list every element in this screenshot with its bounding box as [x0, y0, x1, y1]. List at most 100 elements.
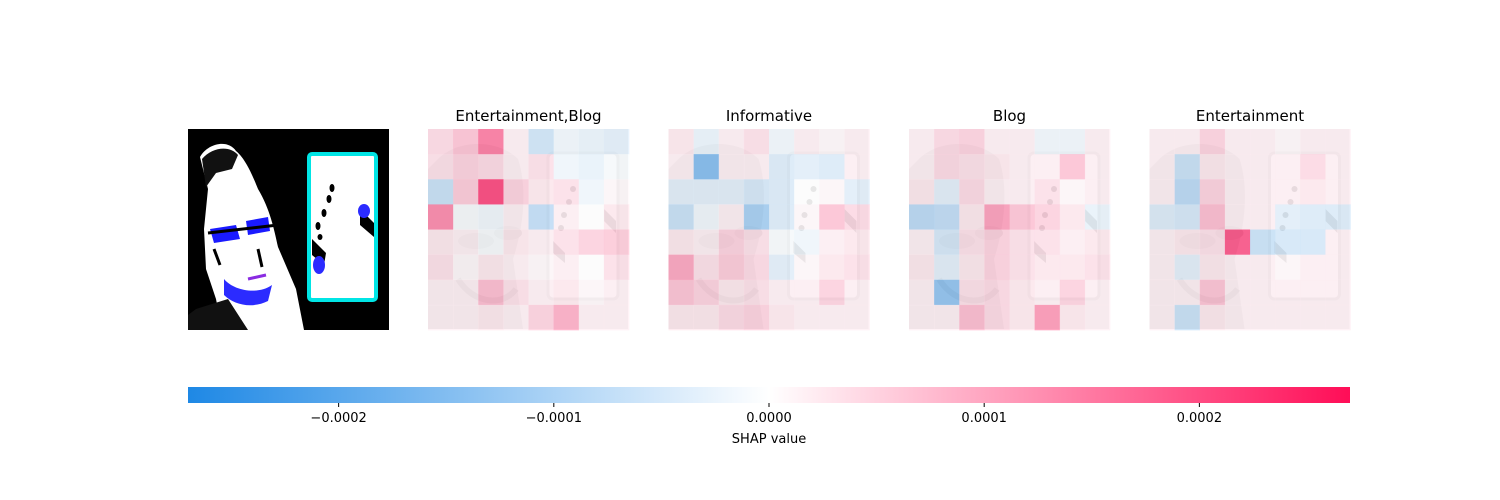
- heatmap-cell: [478, 279, 504, 306]
- panel-title: Informative: [726, 107, 812, 125]
- heatmap-cell: [428, 179, 454, 205]
- heatmap-cell: [478, 229, 504, 255]
- heatmap-cell: [453, 279, 479, 306]
- heatmap-cell: [668, 279, 694, 306]
- heatmap-cell: [1034, 229, 1061, 255]
- heatmap-cell: [1199, 129, 1226, 155]
- heatmap-cell: [603, 129, 630, 155]
- colorbar-gradient: [188, 387, 1350, 403]
- heatmap-cell: [769, 279, 795, 306]
- heatmap-cell: [819, 254, 845, 281]
- heatmap-cell: [528, 304, 554, 331]
- shap-panel-1: Entertainment,Blog: [428, 107, 629, 330]
- heatmap-cell: [1300, 304, 1326, 331]
- heatmap-cell: [603, 154, 630, 180]
- heatmap-cell: [428, 254, 454, 281]
- heatmap-cell: [743, 204, 770, 230]
- heatmap-cell: [453, 204, 479, 230]
- heatmap-cell: [794, 129, 820, 155]
- heatmap-cell: [603, 179, 630, 205]
- heatmap-cell: [1325, 204, 1351, 230]
- heatmap-cell: [844, 179, 870, 205]
- heatmap-cell: [578, 279, 605, 306]
- heatmap-cell: [769, 304, 795, 331]
- heatmap-cell: [1059, 129, 1086, 155]
- heatmap-cell: [553, 304, 580, 331]
- heatmap-cell: [668, 304, 694, 331]
- heatmap-cell: [1174, 204, 1201, 230]
- heatmap-cell: [1250, 204, 1276, 230]
- heatmap-cell: [1300, 279, 1326, 306]
- heatmap-cell: [1250, 179, 1276, 205]
- heatmap-cell: [578, 179, 605, 205]
- heatmap-cell: [1300, 229, 1326, 255]
- heatmap-cell: [984, 129, 1010, 155]
- heatmap-cell: [743, 254, 770, 281]
- heatmap-cell: [1084, 204, 1111, 230]
- heatmap-cell: [603, 254, 630, 281]
- heatmap-cell: [578, 129, 605, 155]
- heatmap-cell: [668, 129, 694, 155]
- heatmap-cell: [909, 129, 935, 155]
- heatmap-cell: [453, 129, 479, 155]
- colorbar-label: SHAP value: [732, 432, 806, 447]
- heatmap-cell: [453, 229, 479, 255]
- heatmap-cell: [1250, 279, 1276, 306]
- heatmap-cell: [1325, 229, 1351, 255]
- shap-panel-3: Blog: [909, 107, 1110, 330]
- heatmap-cell: [453, 254, 479, 281]
- heatmap-cell: [1059, 279, 1086, 306]
- heatmap-cell: [769, 204, 795, 230]
- heatmap-cell: [718, 279, 745, 306]
- heatmap-cell: [743, 229, 770, 255]
- heatmap-cell: [984, 229, 1010, 255]
- heatmap-cell: [844, 229, 870, 255]
- heatmap-cell: [503, 254, 529, 281]
- heatmap-cell: [909, 304, 935, 331]
- heatmap-cell: [934, 129, 960, 155]
- heatmap-cell: [1275, 279, 1301, 306]
- heatmap-cell: [503, 154, 529, 180]
- heatmap-cell: [693, 204, 720, 230]
- heatmap-cell: [718, 254, 745, 281]
- heatmap-cell: [794, 279, 820, 306]
- heatmap-cell: [1199, 304, 1226, 331]
- heatmap-cell: [909, 204, 935, 230]
- heatmap-cell: [1059, 254, 1086, 281]
- heatmap-cell: [1199, 229, 1226, 255]
- heatmap-cell: [844, 204, 870, 230]
- heatmap-cell: [718, 129, 745, 155]
- heatmap-cell: [934, 279, 960, 306]
- heatmap-cell: [984, 254, 1010, 281]
- heatmap-cell: [1325, 254, 1351, 281]
- heatmap-cell: [1149, 154, 1175, 180]
- heatmap-cell: [1009, 304, 1035, 331]
- colorbar-tick-label: −0.0002: [310, 411, 366, 426]
- heatmap-cell: [1275, 179, 1301, 205]
- heatmap-cell: [503, 229, 529, 255]
- heatmap-cell: [668, 204, 694, 230]
- heatmap-cell: [743, 304, 770, 331]
- heatmap-cell: [1199, 154, 1226, 180]
- heatmap-cell: [743, 279, 770, 306]
- heatmap-cell: [1325, 179, 1351, 205]
- heatmap-cell: [1199, 204, 1226, 230]
- heatmap-cell: [478, 129, 504, 155]
- heatmap-cell: [1250, 254, 1276, 281]
- heatmap-cell: [1325, 129, 1351, 155]
- heatmap-cell: [1084, 179, 1111, 205]
- heatmap-cell: [909, 179, 935, 205]
- heatmap-cell: [743, 179, 770, 205]
- heatmap-cell: [718, 304, 745, 331]
- heatmap-cell: [1084, 154, 1111, 180]
- heatmap-cell: [578, 204, 605, 230]
- heatmap-cell: [453, 179, 479, 205]
- heatmap-cell: [1174, 229, 1201, 255]
- heatmap-cell: [578, 254, 605, 281]
- heatmap-cell: [769, 129, 795, 155]
- heatmap-cell: [528, 254, 554, 281]
- heatmap-cell: [1174, 179, 1201, 205]
- heatmap-cell: [794, 229, 820, 255]
- heatmap-cell: [1059, 154, 1086, 180]
